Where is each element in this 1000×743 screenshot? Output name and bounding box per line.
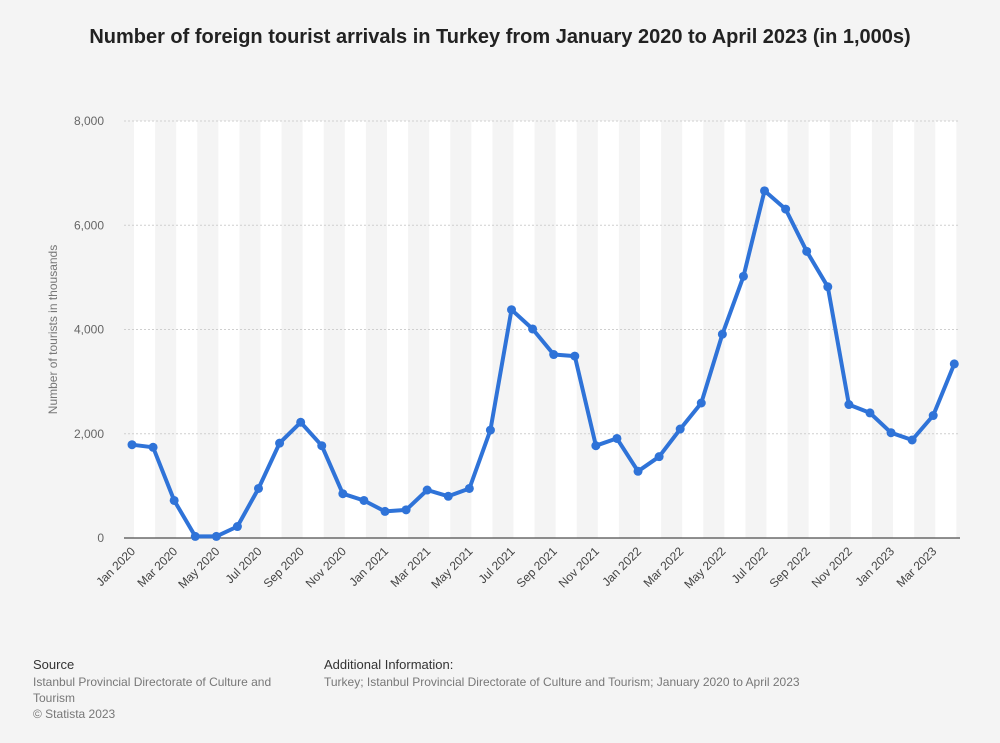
x-tick-label: Jan 2021 xyxy=(346,544,391,589)
data-point xyxy=(570,351,580,361)
data-point xyxy=(717,329,727,339)
x-tick-label: Jul 2022 xyxy=(729,544,771,586)
data-point xyxy=(148,442,158,452)
x-tick-label: Jul 2021 xyxy=(476,544,518,586)
data-point xyxy=(865,408,875,418)
data-point xyxy=(696,398,706,408)
source-block: Source Istanbul Provincial Directorate o… xyxy=(33,657,293,722)
y-axis-ticks: 0 2,000 4,000 6,000 8,000 xyxy=(74,114,104,545)
data-point xyxy=(675,424,685,434)
data-point xyxy=(254,483,264,493)
column-band xyxy=(724,121,746,538)
y-tick-label: 2,000 xyxy=(74,427,104,441)
data-point xyxy=(802,246,812,256)
data-point xyxy=(422,485,432,495)
data-point xyxy=(612,433,622,443)
x-tick-label: Nov 2022 xyxy=(809,544,855,590)
data-point xyxy=(359,495,369,505)
data-point xyxy=(886,428,896,438)
x-tick-label: May 2022 xyxy=(681,544,728,591)
data-point xyxy=(401,505,411,515)
data-point xyxy=(232,522,242,532)
data-point xyxy=(844,400,854,410)
x-tick-label: Nov 2021 xyxy=(556,544,602,590)
x-tick-label: Sep 2022 xyxy=(767,544,813,590)
x-tick-label: Jan 2022 xyxy=(599,544,644,589)
data-points xyxy=(127,186,959,541)
data-point xyxy=(760,186,770,196)
data-point xyxy=(380,506,390,516)
copyright-text: © Statista 2023 xyxy=(33,707,116,721)
source-text: Istanbul Provincial Directorate of Cultu… xyxy=(33,675,272,705)
x-tick-label: Mar 2023 xyxy=(894,544,940,590)
x-tick-label: Nov 2020 xyxy=(303,544,349,590)
column-band xyxy=(176,121,198,538)
data-point xyxy=(169,495,179,505)
x-tick-label: Sep 2020 xyxy=(261,544,307,590)
x-tick-label: Sep 2021 xyxy=(514,544,560,590)
data-point xyxy=(211,531,221,541)
data-point xyxy=(549,350,559,360)
data-point xyxy=(317,441,327,451)
x-tick-label: Mar 2020 xyxy=(135,544,181,590)
y-tick-label: 4,000 xyxy=(74,323,104,337)
column-band xyxy=(808,121,830,538)
series-line xyxy=(131,188,957,539)
source-heading: Source xyxy=(33,657,75,672)
x-tick-label: May 2020 xyxy=(175,544,222,591)
data-point xyxy=(738,271,748,281)
x-tick-label: Jul 2020 xyxy=(223,544,265,586)
data-point xyxy=(485,425,495,435)
data-point xyxy=(443,491,453,501)
y-axis-label: Number of tourists in thousands xyxy=(46,245,60,414)
data-point xyxy=(275,438,285,448)
data-point xyxy=(907,435,917,445)
data-point xyxy=(591,441,601,451)
data-point xyxy=(464,483,474,493)
data-point xyxy=(338,489,348,499)
data-point xyxy=(528,324,538,334)
x-tick-label: Mar 2022 xyxy=(641,544,687,590)
y-tick-label: 6,000 xyxy=(74,218,104,232)
gridlines xyxy=(124,120,960,435)
x-tick-label: Mar 2021 xyxy=(388,544,434,590)
data-point xyxy=(781,204,791,214)
chart-title: Number of foreign tourist arrivals in Tu… xyxy=(89,26,911,48)
data-point xyxy=(823,282,833,292)
x-tick-label: Jan 2023 xyxy=(852,544,897,589)
y-tick-label: 0 xyxy=(97,531,104,545)
x-tick-label: Jan 2020 xyxy=(93,544,138,589)
data-point xyxy=(654,452,664,462)
y-tick-label: 8,000 xyxy=(74,114,104,128)
data-point xyxy=(633,466,643,476)
data-point xyxy=(928,411,938,421)
additional-info-text: Turkey; Istanbul Provincial Directorate … xyxy=(324,675,800,689)
additional-info-heading: Additional Information: xyxy=(324,657,454,672)
additional-info-block: Additional Information: Turkey; Istanbul… xyxy=(324,657,944,690)
x-tick-label: May 2021 xyxy=(428,544,475,591)
data-point xyxy=(190,531,200,541)
data-point xyxy=(507,305,517,315)
data-point xyxy=(296,417,306,427)
data-point xyxy=(949,359,959,369)
data-point xyxy=(127,440,137,450)
